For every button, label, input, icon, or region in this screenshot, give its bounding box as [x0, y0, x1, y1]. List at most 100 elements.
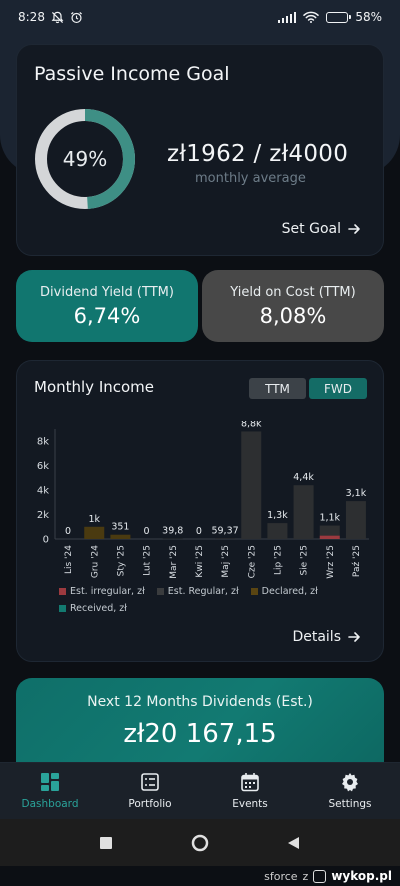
y-tick-label: 6k — [37, 461, 49, 472]
bar-value-label: 3,1k — [346, 488, 367, 499]
goal-percent: 49% — [62, 147, 108, 171]
yield-on-cost-label: Yield on Cost (TTM) — [230, 284, 356, 300]
nav-label-dashboard: Dashboard — [21, 798, 79, 810]
yield-on-cost-value: 8,08% — [259, 303, 327, 328]
nav-label-settings: Settings — [328, 798, 372, 810]
ring-progress-arc — [35, 109, 135, 209]
legend-item-est-irregular: Est. irregular, zł — [59, 586, 145, 597]
signal-icon — [277, 11, 297, 23]
bar — [319, 535, 340, 539]
next-12-months-value: zł20 167,15 — [123, 719, 277, 749]
x-tick-label: Lip '25 — [273, 545, 283, 575]
yield-on-cost-card[interactable]: Yield on Cost (TTM) 8,08% — [202, 270, 384, 342]
bar-value-label: 351 — [111, 522, 129, 533]
back-icon[interactable] — [287, 836, 301, 850]
bar-value-label: 59,37 — [211, 525, 238, 536]
bar — [215, 538, 236, 539]
bar — [345, 501, 366, 539]
bar — [110, 534, 131, 539]
bar — [293, 485, 314, 539]
y-tick-label: 0 — [43, 535, 49, 546]
bar — [319, 525, 340, 536]
monthly-income-chart: 0 2k 4k 6k 8k 0 Lis '24 1k Gru '24 351 Sty '25 0 Lut… — [17, 418, 385, 631]
watermark: sforce z wykop.pl — [264, 866, 392, 886]
bar — [241, 431, 262, 539]
bar-value-label: 1,3k — [267, 510, 288, 521]
nav-tab-events[interactable]: Events — [200, 763, 300, 819]
details-button[interactable]: Details — [292, 629, 361, 645]
bar — [267, 523, 288, 539]
ttm-toggle[interactable]: TTM — [249, 378, 306, 399]
x-tick-label: Maj '25 — [221, 545, 231, 578]
bar — [162, 538, 183, 540]
goal-amount: zł1962 / zł4000 — [167, 141, 349, 167]
bar-value-label: 1k — [88, 514, 100, 525]
bar-value-label: 8,8k — [241, 421, 262, 429]
x-tick-label: Paź '25 — [352, 545, 362, 577]
watermark-z: z — [302, 869, 309, 883]
y-tick-label: 2k — [37, 510, 49, 521]
watermark-user: sforce — [264, 869, 298, 883]
system-navigation-bar — [0, 819, 400, 866]
bar-value-label: 0 — [144, 526, 150, 537]
portfolio-icon — [141, 773, 159, 791]
bar-value-label: 0 — [65, 526, 71, 537]
chart-legend: Est. irregular, zł Est. Regular, zł Decl… — [59, 586, 369, 620]
set-goal-label: Set Goal — [281, 221, 341, 237]
recents-icon[interactable] — [99, 836, 113, 850]
legend-item-declared: Declared, zł — [250, 586, 318, 597]
legend-item-est-regular: Est. Regular, zł — [156, 586, 239, 597]
nav-label-portfolio: Portfolio — [128, 798, 172, 810]
fwd-toggle[interactable]: FWD — [309, 378, 367, 399]
gear-icon — [342, 773, 358, 792]
x-tick-label: Lut '25 — [143, 545, 153, 576]
next-12-months-card[interactable]: Next 12 Months Dividends (Est.) zł20 167… — [16, 678, 384, 778]
x-tick-label: Lis '24 — [64, 545, 74, 574]
mute-bell-icon — [51, 11, 64, 23]
battery-icon — [326, 11, 352, 23]
chart-svg: 0 2k 4k 6k 8k 0 Lis '24 1k Gru '24 351 Sty '25 0 Lut… — [37, 418, 369, 579]
x-tick-label: Gru '24 — [90, 545, 100, 578]
arrow-right-icon — [348, 632, 360, 642]
details-label: Details — [292, 629, 341, 645]
status-bar: 8:28 58% — [0, 0, 400, 34]
nav-label-events: Events — [232, 798, 268, 810]
goal-subtitle: monthly average — [195, 171, 306, 186]
nav-tab-portfolio[interactable]: Portfolio — [100, 763, 200, 819]
bar — [84, 526, 105, 539]
dashboard-icon — [41, 773, 59, 791]
x-tick-label: Cze '25 — [247, 545, 257, 578]
bar-value-label: 39,8 — [162, 526, 183, 537]
next-12-months-label: Next 12 Months Dividends (Est.) — [87, 694, 313, 710]
bar-value-label: 0 — [196, 526, 202, 537]
y-tick-label: 4k — [37, 486, 49, 497]
watermark-site: wykop.pl — [331, 869, 392, 883]
passive-income-goal-card: Passive Income Goal 49% zł1962 / zł4000 … — [16, 44, 384, 256]
nav-tab-dashboard[interactable]: Dashboard — [0, 763, 100, 819]
x-tick-label: Sie '25 — [300, 545, 310, 576]
bar-value-label: 1,1k — [319, 513, 340, 524]
wykop-logo-icon — [313, 869, 327, 883]
legend-item-received: Received, zł — [59, 603, 127, 614]
status-time: 8:28 — [18, 10, 45, 24]
x-tick-label: Kwi '25 — [195, 545, 205, 578]
wifi-icon — [303, 11, 320, 23]
goal-card-title: Passive Income Goal — [34, 63, 230, 85]
battery-percent: 58% — [355, 10, 382, 24]
arrow-right-icon — [348, 224, 360, 234]
x-tick-label: Sty '25 — [116, 545, 126, 576]
x-tick-label: Mar '25 — [169, 545, 179, 579]
bottom-navigation: Dashboard Portfolio Events Settings — [0, 762, 400, 819]
set-goal-button[interactable]: Set Goal — [282, 221, 361, 237]
x-tick-label: Wrz '25 — [326, 545, 336, 579]
dividend-yield-value: 6,74% — [73, 303, 141, 328]
home-icon[interactable] — [191, 834, 209, 852]
dividend-yield-card[interactable]: Dividend Yield (TTM) 6,74% — [16, 270, 198, 342]
monthly-income-title: Monthly Income — [34, 378, 155, 396]
nav-tab-settings[interactable]: Settings — [300, 763, 400, 819]
y-tick-label: 8k — [37, 437, 49, 448]
monthly-income-card: Monthly Income TTM FWD 0 2k 4k 6k 8k 0 Lis '24… — [16, 360, 384, 662]
alarm-icon — [70, 11, 82, 23]
bar-value-label: 4,4k — [293, 472, 314, 483]
